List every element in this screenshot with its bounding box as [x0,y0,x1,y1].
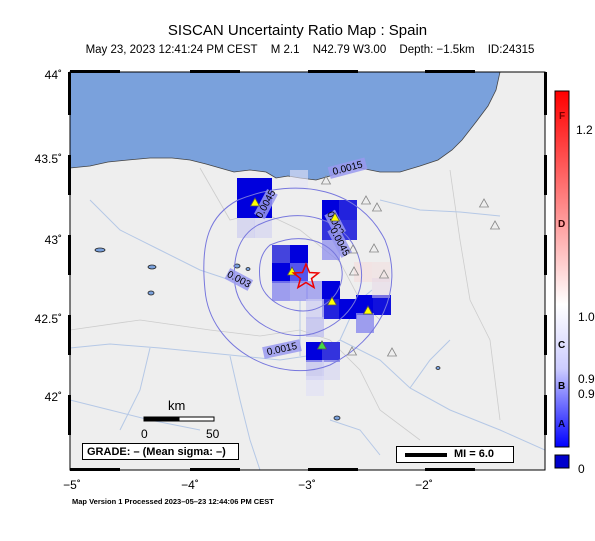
station-triangle-icon [348,266,360,276]
grade-box: GRADE: – (Mean sigma: –) [82,443,239,460]
event-location: N42.79 W3.00 [312,44,387,56]
mi-label: MI = 6.0 [454,448,495,460]
colorbar-min-box [554,454,570,469]
colorbar-tick: 1.2 [576,123,593,137]
station-triangle-icon [347,244,359,254]
map-frame-ticks [68,70,547,471]
event-date: May 23, 2023 12:41:24 PM CEST [85,44,258,56]
station-triangle-icon [378,269,390,279]
grid-cell [322,281,340,301]
event-depth: Depth: −1.5km [399,44,475,56]
grid-cell [272,263,290,283]
grid-cell [237,218,255,238]
grid-cell [306,376,324,396]
grid-cell [339,200,357,220]
colorbar-letter: C [558,340,566,351]
event-subtitle: May 23, 2023 12:41:24 PM CEST M 2.1 N42.… [0,44,595,56]
grid-cell [322,342,340,362]
boundary-line [329,339,421,441]
colorbar-tick: 0.9 [578,387,595,401]
y-tick-label: 42.5˚ [34,312,62,326]
colorbar-tick: 0 [578,462,585,476]
grid-cell [306,317,324,337]
station-triangle-icon [249,197,261,207]
station-triangle-icon [368,243,380,253]
colorbar-letter: A [558,419,566,430]
station-triangle-icon [346,346,358,356]
epicenter-star-icon [291,262,321,290]
mi-bar [405,453,447,457]
scale-unit: km [168,398,186,413]
x-tick-label: −4˚ [181,478,199,492]
colorbar-letter: B [558,381,566,392]
grid-cell [322,360,340,380]
station-triangle-icon [326,296,338,306]
x-tick-label: −2˚ [415,478,433,492]
grid-cell [290,245,308,265]
station-triangle-icon [386,347,398,357]
colorbar-tick: 0.9 [578,372,595,386]
station-triangle-icon [489,220,501,230]
station-triangle-icon [371,202,383,212]
mi-legend: MI = 6.0 [396,446,514,463]
footer-processed: Map Version 1 Processed 2023–05–23 12:44… [72,497,274,506]
station-triangle-icon [329,212,341,222]
station-triangle-icon [360,195,372,205]
colorbar-letter: D [558,219,566,230]
boundary-line [449,169,501,421]
grid-cell [272,245,290,265]
y-tick-label: 42˚ [44,390,62,404]
y-tick-label: 44˚ [44,68,62,82]
grid-cell [290,281,308,301]
station-triangle-icon [478,198,490,208]
grid-cell [373,295,391,315]
grid-cell [372,278,390,298]
grid-cell [237,178,255,198]
grid-cell [339,220,357,240]
scale-bar [143,416,215,422]
colorbar-tick: 1.0 [578,310,595,324]
grid-cell [339,299,357,319]
grid-cell [290,170,308,190]
grid-cell [354,262,372,282]
grid-cell [254,218,272,238]
x-tick-label: −5˚ [63,478,81,492]
map-title: SISCAN Uncertainty Ratio Map : Spain [167,22,428,39]
grid-cell [237,198,255,218]
grid-cell [372,262,390,282]
scale-tick: 50 [206,427,220,441]
colorbar [554,90,570,448]
station-triangle-icon [316,340,328,350]
rivers [70,199,545,470]
event-id: ID:24315 [487,44,535,56]
grid-cell [272,281,290,301]
station-triangle-icon [320,175,332,185]
x-tick-label: −3˚ [298,478,316,492]
station-triangle-icon [362,305,374,315]
grid-cell [356,313,374,333]
scale-tick: 0 [141,427,148,441]
station-markers [249,175,501,357]
y-tick-label: 43.5˚ [34,152,62,166]
boundary-line [70,319,331,341]
colorbar-letter: F [559,111,566,122]
event-magnitude: M 2.1 [270,44,300,56]
grid-cell [306,360,324,380]
y-tick-label: 43˚ [44,233,62,247]
